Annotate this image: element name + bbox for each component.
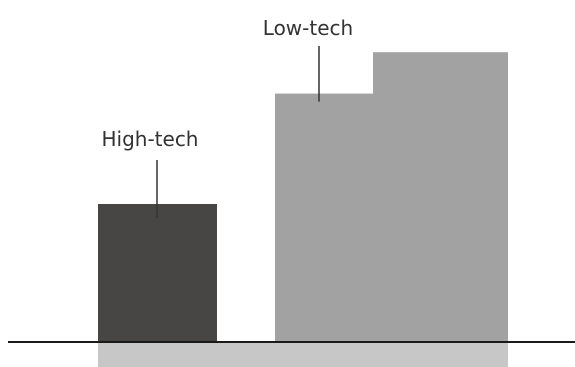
bar-low-tech-left xyxy=(275,93,373,342)
label-high-tech: High-tech xyxy=(101,127,198,151)
under-baseline-band xyxy=(98,343,508,367)
label-low-tech: Low-tech xyxy=(263,16,353,40)
bar-high-tech xyxy=(98,204,217,342)
bar-low-tech-right xyxy=(373,52,508,342)
